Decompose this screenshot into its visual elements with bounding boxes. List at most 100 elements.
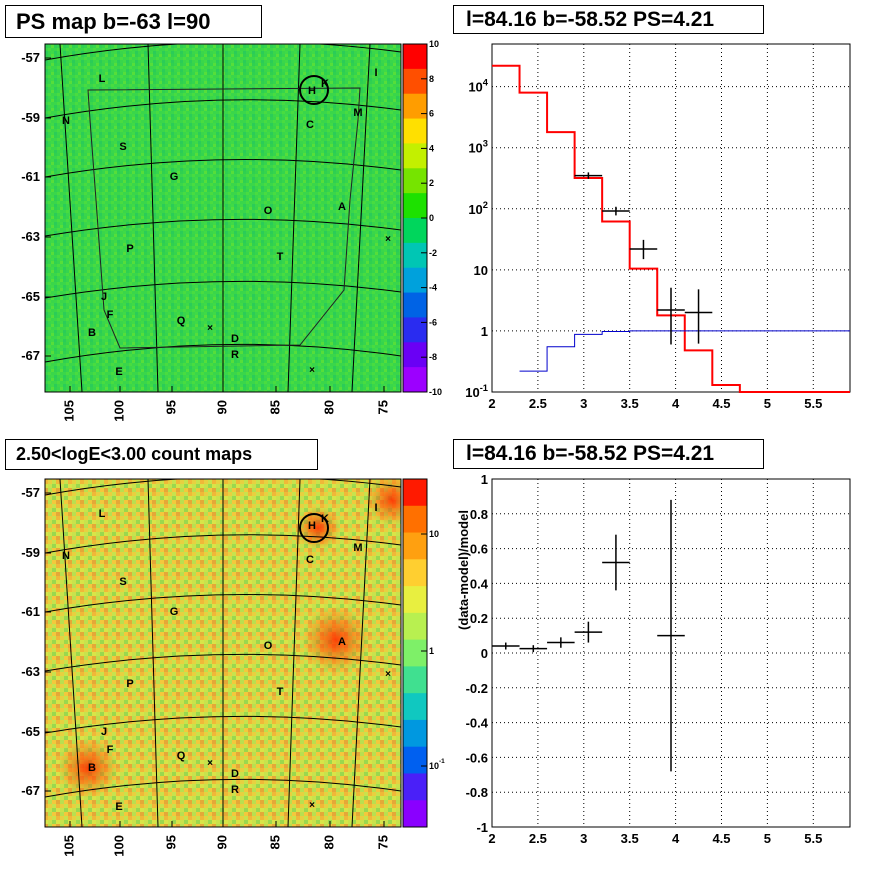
map-y-tick-label: -57 — [21, 485, 40, 500]
map-x-tick-label: 80 — [321, 835, 336, 849]
source-label: J — [101, 726, 107, 738]
source-label: D — [231, 768, 239, 780]
map-y-tick-label: -61 — [21, 604, 40, 619]
map-y-tick-label: -59 — [21, 545, 40, 560]
colorbar-tick-label: 10-1 — [429, 758, 445, 771]
source-label: N — [62, 550, 70, 562]
map-y-tick-label: -65 — [21, 724, 40, 739]
colorbar-band — [403, 68, 427, 95]
source-label: I — [374, 67, 377, 79]
residual-y-tick-label: 0.4 — [470, 576, 489, 591]
count-map-axes: -57 -59 -61 -63 -65 -67 105 100 95 90 85 80 75 — [21, 485, 390, 857]
source-label: R — [231, 349, 239, 361]
map-y-tick-label: -57 — [21, 50, 40, 65]
spectrum-x-tick-label: 3 — [580, 396, 587, 411]
source-label: Q — [177, 750, 186, 762]
cross-marker: × — [385, 234, 391, 245]
colorbar-tick-label: 0 — [429, 213, 434, 223]
spectrum-y-tick-label: 1 — [481, 324, 488, 339]
residual-y-tick-label: 0.2 — [470, 611, 488, 626]
ps-colorbar: 10 8 6 4 2 0 -2 -4 -6 -8 -10 — [402, 39, 442, 397]
residual-x-tick-label: 2.5 — [529, 831, 547, 846]
map-y-tick-label: -59 — [21, 110, 40, 125]
source-label: G — [170, 606, 179, 618]
residual-y-tick-label: 0.6 — [470, 542, 488, 557]
colorbar-band — [403, 532, 427, 560]
source-label: E — [115, 366, 122, 378]
residual-x-tick-label: 4 — [672, 831, 680, 846]
residual-y-tick-label: -0.4 — [466, 716, 489, 731]
source-label: H — [308, 520, 316, 532]
background-model-line — [519, 330, 850, 372]
colorbar-band — [403, 93, 427, 120]
source-label: L — [99, 73, 106, 85]
source-label: P — [126, 678, 133, 690]
source-label: A — [338, 636, 346, 648]
colorbar-band — [403, 292, 427, 318]
spectrum-x-tick-label: 5 — [764, 396, 771, 411]
source-label: L — [99, 508, 106, 520]
source-label: F — [107, 744, 114, 756]
map-x-tick-label: 100 — [111, 835, 126, 857]
residual-y-tick-label: -0.6 — [466, 750, 488, 765]
map-x-tick-label: 100 — [111, 400, 126, 422]
colorbar-band — [403, 367, 427, 393]
residual-x-tick-label: 2 — [488, 831, 495, 846]
source-label: F — [107, 309, 114, 321]
spectrum-x-tick-label: 3.5 — [621, 396, 639, 411]
source-label: O — [264, 205, 273, 217]
colorbar-tick-label: 2 — [429, 178, 434, 188]
spectrum-x-tick-label: 4.5 — [712, 396, 730, 411]
residual-x-tick-label: 5.5 — [804, 831, 822, 846]
colorbar-band — [403, 505, 427, 534]
source-label: R — [231, 784, 239, 796]
colorbar-tick-label: 10 — [429, 39, 439, 49]
colorbar-band — [403, 193, 427, 219]
spectrum-y-tick-label: 10 — [474, 263, 488, 278]
hot-spot-k — [296, 506, 340, 550]
colorbar-tick-label: 4 — [429, 143, 434, 153]
ps-map-panel: L I HK N C M S G O A P T JF Q B DR E × × × 10 8 6 4 2 0 -2 -4 -6 -8 -… — [21, 39, 442, 422]
colorbar-band — [403, 746, 427, 774]
cross-marker: × — [385, 669, 391, 680]
map-x-tick-label: 90 — [214, 400, 229, 414]
colorbar-tick-label: 8 — [429, 74, 434, 84]
residual-plot: 2 2.5 3 3.5 4 4.5 5 5.5 -1 -0.8 -0.6 -0.4 -0.2 0 0.2 0.… — [456, 472, 851, 846]
spectrum-x-tick-label: 5.5 — [804, 396, 822, 411]
hot-spot-corner — [366, 479, 401, 526]
ps-map-axes: -57 -59 -61 -63 -65 -67 105 100 95 90 85 80 75 — [21, 50, 390, 422]
cross-marker: × — [207, 323, 213, 334]
hot-spot-a — [302, 606, 370, 674]
residual-y-tick-label: 0.8 — [470, 507, 488, 522]
source-label: C — [306, 119, 314, 131]
colorbar-frame — [402, 478, 428, 828]
colorbar-band — [403, 342, 427, 368]
colorbar-band — [403, 586, 427, 614]
colorbar-band — [403, 639, 427, 667]
spectrum-y-tick-label: 102 — [468, 200, 488, 217]
source-label: G — [170, 171, 179, 183]
cross-marker: × — [309, 365, 315, 376]
source-label: S — [119, 576, 126, 588]
map-y-tick-label: -65 — [21, 289, 40, 304]
source-label: Q — [177, 315, 186, 327]
ps-map-title: PS map b=-63 l=90 — [5, 5, 262, 38]
residual-y-axis-label: (data-model)/model — [456, 510, 471, 630]
colorbar-band — [403, 800, 427, 828]
count-map-panel: L I HK N C M S G O A P T JF Q B DR E × × × 10 1 10-1 -57 -59 -6… — [21, 478, 445, 857]
map-x-tick-label: 75 — [375, 400, 390, 414]
colorbar-band — [403, 693, 427, 721]
colorbar-tick-label: -2 — [429, 248, 437, 258]
residual-y-tick-label: -1 — [476, 820, 488, 835]
residual-y-tick-label: -0.2 — [466, 681, 488, 696]
colorbar-band — [403, 479, 427, 507]
source-label: H — [308, 85, 316, 97]
source-label: M — [353, 107, 362, 119]
source-label: D — [231, 333, 239, 345]
count-map-source-labels: L I HK N C M S G O A P T JF Q B DR E × × × — [62, 502, 391, 813]
residual-y-tick-label: 0 — [481, 646, 488, 661]
source-label: I — [374, 502, 377, 514]
colorbar-band — [403, 317, 427, 343]
map-x-tick-label: 80 — [321, 400, 336, 414]
colorbar-tick-label: -4 — [429, 283, 437, 293]
